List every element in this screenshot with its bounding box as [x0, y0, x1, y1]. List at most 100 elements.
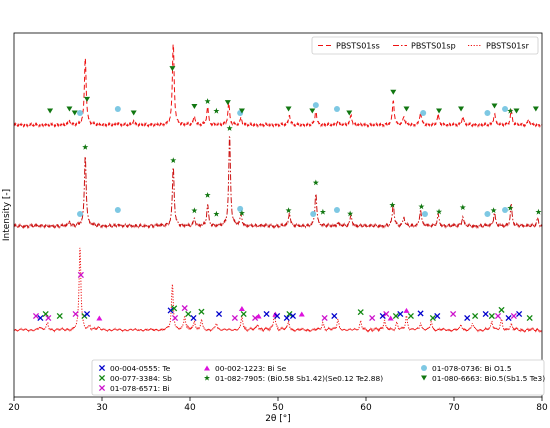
series-PBSTS01sp-marker	[170, 157, 177, 163]
series-PBSTS01sr-marker-stroke-b	[407, 312, 414, 320]
y-axis-label: Intensity [-]	[2, 189, 12, 241]
legend-bottom-marker-shape	[421, 375, 427, 381]
series-PBSTS01sr-marker-stroke-b	[77, 271, 84, 279]
series-PBSTS01sr-marker-stroke-b	[434, 312, 441, 320]
series-PBSTS01ss-marker	[312, 102, 319, 109]
series-PBSTS01sr-marker-stroke-b	[392, 312, 399, 320]
series-PBSTS01sr-marker	[357, 309, 364, 316]
series-PBSTS01sp-marker	[285, 207, 292, 214]
series-PBSTS01sp-marker-shape	[507, 204, 514, 211]
series-PBSTS01sr-marker-stroke-b	[321, 314, 328, 322]
series-PBSTS01ss-marker	[420, 110, 427, 116]
series-PBSTS01sr-marker	[190, 314, 197, 322]
series-PBSTS01sr-marker-stroke-b	[252, 314, 259, 322]
series-PBSTS01ss-marker	[333, 106, 340, 112]
series-PBSTS01sr-marker	[369, 314, 376, 322]
series-PBSTS01sr-marker	[387, 315, 394, 321]
series-PBSTS01sr-marker-stroke-b	[383, 310, 390, 318]
legend-top-label: PBSTS01sp	[411, 42, 456, 51]
series-PBSTS01sr-marker	[42, 310, 49, 318]
series-PBSTS01sr-marker	[283, 314, 290, 322]
series-PBSTS01sr-marker	[464, 314, 471, 322]
series-PBSTS01sr-marker	[379, 312, 386, 320]
series-PBSTS01ss-marker-shape	[403, 106, 410, 112]
series-PBSTS01ss-marker	[346, 110, 353, 116]
series-PBSTS01sr-marker	[77, 271, 84, 279]
series-PBSTS01sp-marker-shape	[77, 211, 83, 217]
series-PBSTS01sr-marker-stroke-b	[56, 312, 63, 320]
series-PBSTS01ss-marker-shape	[130, 110, 137, 116]
series-PBSTS01ss-marker	[84, 96, 91, 102]
series-PBSTS01sp-marker-shape	[114, 207, 121, 213]
series-PBSTS01sr-marker	[298, 311, 305, 317]
legend-bottom-marker	[98, 374, 106, 382]
series-PBSTS01ss-marker	[169, 66, 176, 72]
series-PBSTS01ss-marker-shape	[84, 96, 91, 102]
series-PBSTS01sr-marker-stroke-b	[45, 314, 52, 322]
series-PBSTS01sp-marker-shape	[226, 125, 233, 131]
series-PBSTS01sp-marker	[418, 203, 425, 210]
series-PBSTS01sp-marker	[82, 144, 89, 150]
legend-bottom-marker	[98, 364, 106, 372]
series-PBSTS01sr-marker	[83, 310, 91, 318]
series-PBSTS01sp-marker	[535, 208, 542, 215]
series-PBSTS01ss-marker	[532, 106, 539, 112]
series-PBSTS01ss-marker	[77, 110, 83, 116]
series-PBSTS01sr-marker	[263, 310, 270, 318]
series-PBSTS01sp-marker-shape	[502, 207, 509, 213]
series-PBSTS01ss-marker	[238, 108, 245, 114]
series-PBSTS01sp-marker	[310, 211, 317, 217]
series-PBSTS01ss-marker	[204, 98, 211, 104]
series-PBSTS01sr-marker-stroke-b	[83, 310, 91, 318]
series-PBSTS01ss-marker	[47, 108, 54, 114]
series-PBSTS01sp-marker-shape	[459, 204, 466, 211]
x-tick-label: 70	[448, 403, 460, 413]
series-PBSTS01sr-marker-stroke-b	[397, 310, 404, 318]
series-PBSTS01ss-marker-shape	[204, 98, 211, 104]
series-PBSTS01ss-marker-shape	[312, 102, 319, 109]
series-PBSTS01sp-marker-shape	[490, 207, 497, 214]
series-PBSTS01sr-marker	[198, 308, 205, 315]
series-PBSTS01sr-marker	[286, 310, 293, 318]
series-PBSTS01sr-marker-shape	[387, 315, 394, 321]
series-PBSTS01sr-marker-stroke-b	[198, 308, 205, 315]
series-PBSTS01sr-marker-stroke-b	[498, 306, 505, 313]
series-PBSTS01ss-marker-shape	[66, 106, 73, 112]
series-PBSTS01sp-marker	[237, 205, 244, 212]
series-PBSTS01ss-marker	[309, 108, 316, 114]
series-PBSTS01sr-marker	[231, 314, 238, 322]
series-PBSTS01sr-marker-stroke-b	[472, 312, 479, 320]
series-PBSTS01sp-marker-shape	[421, 211, 428, 217]
series-PBSTS01sp-marker-shape	[310, 211, 317, 217]
series-PBSTS01sr-marker	[482, 310, 489, 318]
legend-bottom-label: 01-078-0736: Bi O1.5	[432, 364, 512, 373]
series-PBSTS01sp-marker	[204, 191, 211, 198]
series-PBSTS01sp-marker	[238, 209, 245, 216]
x-axis: 20 30 40 50 60 70 80	[8, 397, 548, 413]
series-PBSTS01sp-marker-shape	[82, 144, 89, 150]
series-PBSTS01ss-marker	[71, 110, 78, 116]
series-PBSTS01ss-marker	[66, 106, 73, 112]
series-PBSTS01sp-marker-shape	[347, 210, 354, 217]
legend-bottom-marker-stroke-b	[98, 384, 106, 392]
series-PBSTS01sr-marker-stroke-b	[450, 310, 457, 318]
series-PBSTS01ss-marker	[191, 104, 198, 110]
series-PBSTS01ss-marker-shape	[484, 110, 491, 116]
series-PBSTS01sp-marker	[191, 207, 198, 214]
series-PBSTS01ss-marker-shape	[285, 106, 292, 112]
series-PBSTS01sr-marker-stroke-b	[171, 305, 178, 312]
series-PBSTS01ss-marker-shape	[71, 110, 78, 116]
series-PBSTS01sr-marker-stroke-b	[494, 312, 502, 320]
series-PBSTS01sr-marker	[494, 312, 502, 320]
series-PBSTS01sr-marker	[526, 314, 533, 322]
series-PBSTS01sp-marker	[226, 125, 233, 131]
series-PBSTS01sr-marker	[450, 310, 457, 318]
legend-bottom-label: 01-082-7905: (Bi0.58 Sb1.42)(Se0.12 Te2.…	[215, 374, 383, 383]
series-PBSTS01ss-marker	[114, 106, 121, 112]
series-PBSTS01sr-marker	[397, 310, 404, 318]
legend-bottom-marker	[421, 375, 427, 381]
series-PBSTS01sr-marker	[392, 312, 399, 320]
series-PBSTS01ss-marker-shape	[513, 108, 520, 114]
series-PBSTS01ss-marker	[458, 106, 465, 112]
series-PBSTS01sr-marker	[252, 314, 259, 322]
